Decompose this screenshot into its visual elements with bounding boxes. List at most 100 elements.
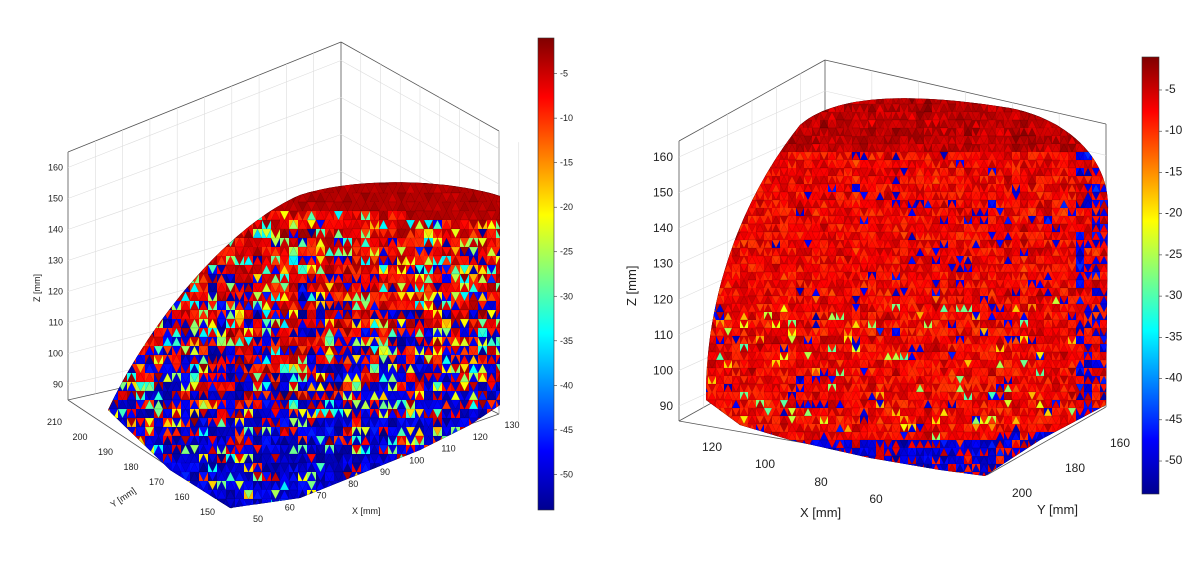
surface-face: [414, 498, 425, 508]
surface-face: [459, 390, 470, 401]
surface-face: [486, 480, 497, 491]
surface-face: [756, 120, 764, 128]
surface-face: [708, 136, 716, 144]
left-y-axis-label: Y [mm]: [109, 486, 138, 510]
surface-face: [315, 354, 326, 365]
surface-face: [108, 435, 119, 446]
surface-face: [378, 336, 389, 347]
surface-face: [306, 246, 317, 257]
surface-face: [406, 472, 415, 481]
surface-face: [207, 237, 218, 248]
surface-face: [180, 507, 191, 508]
surface-face: [496, 182, 500, 184]
surface-face: [144, 273, 155, 284]
surface-face: [477, 318, 488, 329]
surface-face: [405, 291, 416, 302]
surface-face: [252, 327, 263, 338]
surface-face: [351, 210, 362, 221]
surface-face: [1044, 112, 1052, 120]
surface-face: [279, 399, 290, 410]
surface-face: [1083, 111, 1093, 121]
surface-face: [198, 363, 209, 374]
surface-face: [771, 119, 781, 129]
surface-face: [108, 229, 109, 238]
surface-face: [172, 202, 181, 211]
surface-face: [771, 143, 781, 153]
surface-face: [495, 228, 500, 239]
surface-face: [451, 454, 460, 463]
surface-face: [740, 88, 748, 96]
surface-face: [852, 88, 860, 96]
surface-face: [405, 273, 416, 284]
surface-face: [208, 229, 217, 238]
surface-face: [109, 328, 118, 337]
surface-face: [1107, 151, 1109, 161]
surface-face: [1020, 88, 1028, 96]
surface-face: [378, 273, 389, 284]
surface-face: [279, 282, 290, 293]
surface-face: [108, 381, 110, 392]
surface-face: [369, 372, 380, 383]
surface-face: [261, 309, 272, 320]
surface-face: [207, 201, 218, 212]
surface-face: [189, 192, 200, 203]
surface-face: [172, 193, 181, 202]
surface-face: [780, 120, 788, 128]
surface-face: [1036, 88, 1044, 96]
surface-face: [1036, 98, 1044, 104]
surface-face: [496, 490, 500, 499]
surface-face: [162, 345, 173, 356]
surface-face: [163, 508, 172, 517]
surface-face: [424, 481, 433, 490]
surface-face: [279, 255, 290, 266]
surface-face: [351, 228, 362, 239]
surface-face: [1091, 135, 1101, 145]
surface-face: [486, 507, 497, 508]
surface-face: [424, 454, 433, 463]
surface-face: [334, 182, 343, 184]
surface-face: [748, 88, 756, 96]
surface-face: [423, 507, 434, 508]
surface-face: [715, 98, 725, 105]
surface-face: [270, 345, 281, 356]
surface-face: [707, 151, 717, 161]
surface-face: [707, 183, 717, 193]
surface-face: [162, 489, 173, 500]
surface-face: [208, 238, 217, 247]
surface-face: [351, 246, 362, 257]
y-tick-label: 170: [149, 477, 164, 487]
surface-face: [342, 390, 353, 401]
surface-face: [145, 256, 154, 265]
surface-face: [216, 210, 227, 221]
surface-face: [162, 183, 173, 194]
surface-face: [388, 490, 397, 499]
surface-face: [126, 354, 137, 365]
surface-face: [396, 327, 407, 338]
surface-face: [731, 151, 741, 161]
surface-face: [468, 444, 479, 455]
surface-face: [723, 159, 733, 169]
surface-face: [109, 310, 118, 319]
surface-face: [108, 327, 119, 338]
surface-face: [772, 104, 780, 112]
surface-face: [468, 246, 479, 257]
surface-face: [787, 98, 797, 105]
surface-face: [1083, 119, 1093, 129]
surface-face: [477, 471, 488, 482]
surface-face: [739, 143, 749, 153]
surface-face: [450, 345, 461, 356]
surface-face: [740, 136, 748, 144]
surface-face: [405, 381, 416, 392]
surface-face: [396, 219, 407, 230]
surface-face: [180, 192, 191, 203]
surface-face: [370, 472, 379, 481]
surface-face: [478, 472, 487, 481]
surface-face: [763, 103, 773, 113]
surface-face: [756, 144, 764, 152]
surface-face: [162, 219, 173, 230]
surface-face: [252, 183, 263, 194]
surface-face: [723, 135, 733, 145]
surface-face: [1035, 98, 1045, 105]
surface-face: [144, 309, 155, 320]
surface-face: [708, 184, 716, 192]
